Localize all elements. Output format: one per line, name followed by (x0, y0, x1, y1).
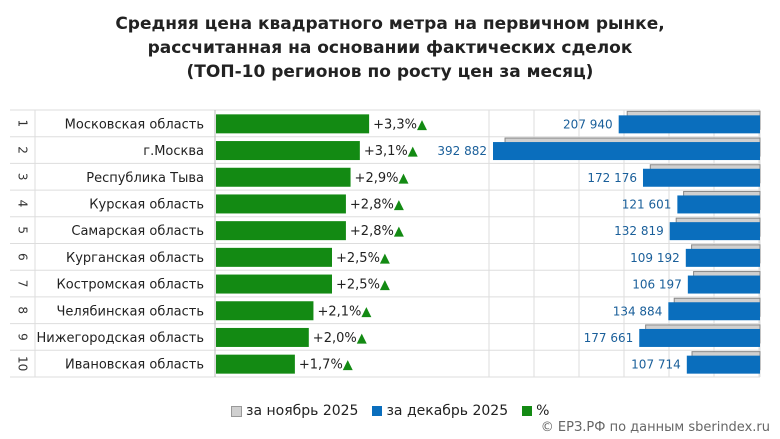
legend-label-pct: % (536, 403, 550, 419)
dec-value-label: 207 940 (563, 117, 613, 131)
rank-label: 5 (16, 226, 30, 234)
credit: © ЕРЗ.РФ по данным sberindex.ru (540, 420, 770, 435)
dec-value-label: 132 819 (614, 224, 664, 238)
pct-label: +2,8%▲ (350, 197, 404, 212)
dec-bar (668, 302, 760, 321)
pct-label: +2,5%▲ (336, 251, 390, 266)
category-label: Московская область (65, 117, 204, 132)
category-label: Курская область (89, 197, 204, 212)
pct-bar (216, 301, 314, 321)
rank-label: 7 (16, 280, 30, 288)
rank-label: 3 (16, 173, 30, 181)
dec-value-label: 172 176 (587, 171, 637, 185)
up-arrow-icon: ▲ (361, 304, 371, 319)
dec-bar (686, 355, 760, 374)
pct-bar (216, 141, 360, 161)
dec-bar (669, 222, 760, 241)
title-line-2: рассчитанная на основании фактических сд… (147, 38, 633, 58)
up-arrow-icon: ▲ (357, 331, 367, 346)
pct-bar (216, 247, 332, 267)
rank-label: 1 (15, 120, 29, 128)
title-line-3: (ТОП-10 регионов по росту цен за месяц) (186, 62, 594, 82)
pct-bar (216, 114, 370, 134)
pct-bar (216, 221, 346, 241)
category-label: Республика Тыва (86, 171, 204, 186)
dec-value-label: 392 882 (437, 144, 487, 158)
up-arrow-icon: ▲ (408, 144, 418, 159)
legend-item-dec: за декабрь 2025 (372, 403, 508, 419)
rank-label: 2 (16, 146, 30, 154)
pct-bar (216, 194, 346, 214)
up-arrow-icon: ▲ (394, 224, 404, 239)
pct-bar (216, 274, 332, 294)
dec-value-label: 134 884 (613, 304, 663, 318)
legend: за ноябрь 2025 за декабрь 2025 % (231, 403, 549, 419)
pct-bar (216, 327, 309, 347)
category-label: Нижегородская область (37, 331, 204, 346)
dec-bar (639, 328, 760, 347)
legend-label-nov: за ноябрь 2025 (246, 403, 359, 419)
category-label: Ивановская область (65, 358, 204, 373)
pct-label: +2,0%▲ (313, 331, 367, 346)
dec-value-label: 107 714 (631, 358, 681, 372)
dec-bar (493, 142, 760, 161)
category-label: Челябинская область (56, 304, 204, 319)
pct-bar (216, 354, 295, 374)
up-arrow-icon: ▲ (343, 358, 353, 373)
legend-item-pct: % (522, 403, 549, 419)
rank-label: 6 (16, 253, 30, 261)
title-line-1: Средняя цена квадратного метра на первич… (115, 14, 665, 34)
dec-bar (685, 248, 760, 267)
up-arrow-icon: ▲ (380, 251, 390, 266)
dec-value-label: 109 192 (630, 251, 680, 265)
rank-label: 4 (16, 200, 30, 208)
pct-label: +1,7%▲ (299, 358, 353, 373)
pct-label: +3,3%▲ (373, 117, 427, 132)
rank-label: 8 (16, 306, 30, 314)
dec-value-label: 177 661 (584, 331, 634, 345)
up-arrow-icon: ▲ (417, 117, 427, 132)
legend-label-dec: за декабрь 2025 (386, 403, 509, 419)
category-label: Курганская область (66, 251, 204, 266)
dec-bar (618, 115, 760, 134)
dec-value-label: 106 197 (632, 278, 682, 292)
dec-bar (687, 275, 760, 294)
pct-label: +2,1%▲ (317, 304, 371, 319)
category-label: Костромская область (57, 278, 204, 293)
pct-label: +2,9%▲ (355, 171, 409, 186)
dec-bar (642, 168, 760, 187)
rank-label: 9 (16, 333, 30, 341)
category-label: г.Москва (143, 144, 204, 159)
pct-label: +2,5%▲ (336, 278, 390, 293)
up-arrow-icon: ▲ (380, 278, 390, 293)
up-arrow-icon: ▲ (398, 171, 408, 186)
legend-item-nov: за ноябрь 2025 (231, 403, 358, 419)
dec-value-label: 121 601 (622, 197, 672, 211)
rank-label: 10 (16, 356, 30, 371)
category-label: Самарская область (71, 224, 204, 239)
pct-label: +2,8%▲ (350, 224, 404, 239)
chart-title: Средняя цена квадратного метра на первич… (0, 12, 780, 84)
dec-bar (677, 195, 760, 214)
pct-label: +3,1%▲ (364, 144, 418, 159)
pct-bar (216, 167, 351, 187)
up-arrow-icon: ▲ (394, 197, 404, 212)
